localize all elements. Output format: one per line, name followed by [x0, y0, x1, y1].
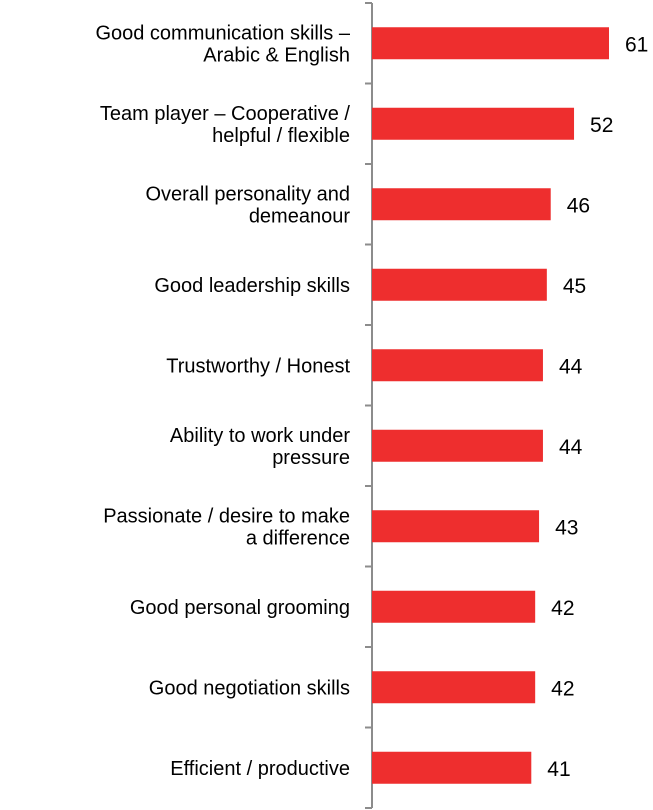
category-label: Overall personality and demeanour — [145, 183, 350, 227]
category-label-line: demeanour — [249, 205, 351, 227]
category-label-line: helpful / flexible — [212, 125, 350, 147]
category-label-line: Overall personality and — [145, 183, 350, 205]
data-label: 42 — [551, 597, 574, 620]
category-label-line: Passionate / desire to make — [103, 505, 350, 527]
data-label: 41 — [547, 758, 570, 781]
data-label: 42 — [551, 677, 574, 700]
category-label: Good personal grooming — [130, 597, 350, 619]
category-label-line: Ability to work under — [170, 425, 350, 447]
category-label-line: Good personal grooming — [130, 597, 350, 619]
category-label-line: pressure — [272, 447, 350, 469]
category-label-line: Good negotiation skills — [149, 677, 350, 699]
category-label: Efficient / productive — [170, 758, 350, 780]
category-label-line: Good communication skills – — [95, 22, 350, 44]
category-label-line: Arabic & English — [203, 44, 350, 66]
data-label: 44 — [559, 436, 583, 459]
bar — [372, 751, 532, 784]
category-label: Good leadership skills — [154, 275, 350, 297]
category-label-line: Efficient / productive — [170, 758, 350, 780]
category-label: Good communication skills – Arabic & Engl… — [95, 22, 350, 66]
category-label: Team player – Cooperative / helpful / fle… — [100, 103, 351, 147]
category-labels: Good communication skills – Arabic & Engl… — [95, 22, 350, 780]
bar — [372, 429, 543, 462]
bar — [372, 590, 536, 623]
category-label-line: Good leadership skills — [154, 275, 350, 297]
category-label-line: Trustworthy / Honest — [166, 355, 350, 377]
bar — [372, 188, 551, 221]
bar — [372, 27, 609, 60]
category-label: Ability to work under pressure — [170, 425, 350, 469]
category-label: Trustworthy / Honest — [166, 355, 350, 377]
data-label: 44 — [559, 355, 583, 378]
category-label: Good negotiation skills — [149, 677, 350, 699]
data-label: 43 — [555, 516, 578, 539]
bar — [372, 268, 547, 301]
bar — [372, 510, 540, 543]
category-label: Passionate / desire to make a difference — [103, 505, 350, 549]
category-label-line: a difference — [246, 527, 350, 549]
data-label: 61 — [625, 33, 648, 56]
data-labels: 61 52 46 45 44 44 43 42 42 41 — [547, 33, 648, 781]
data-label: 52 — [590, 114, 613, 137]
bar — [372, 349, 543, 382]
bar — [372, 671, 536, 704]
data-label: 45 — [563, 275, 586, 298]
bars — [372, 27, 609, 784]
bar — [372, 107, 575, 140]
category-label-line: Team player – Cooperative / — [100, 103, 351, 125]
data-label: 46 — [567, 194, 590, 217]
category-axis — [365, 2, 373, 809]
